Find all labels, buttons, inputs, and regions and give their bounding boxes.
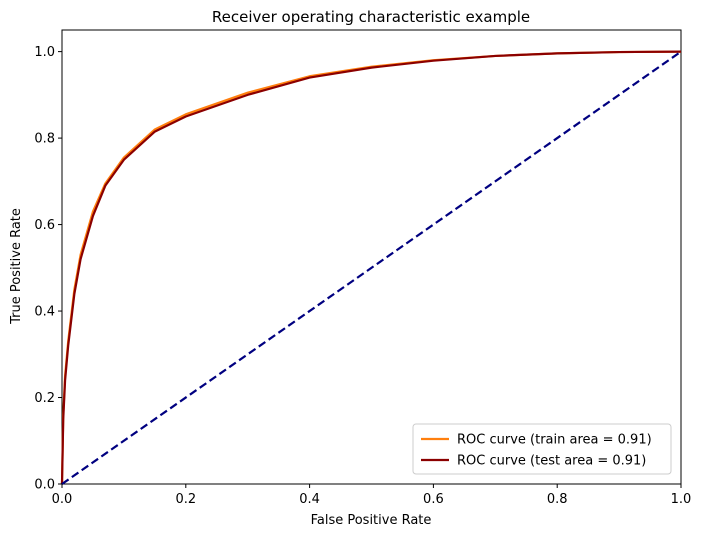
y-tick-label: 0.6 <box>34 218 55 233</box>
plot-frame <box>61 29 682 485</box>
legend-label: ROC curve (test area = 0.91) <box>457 454 646 469</box>
x-tick-label: 1.0 <box>671 492 692 507</box>
y-axis-label: True Positive Rate <box>9 208 24 325</box>
chart-title: Receiver operating characteristic exampl… <box>212 8 530 26</box>
y-tick-label: 0.4 <box>34 305 55 320</box>
series-line-2 <box>61 50 682 485</box>
x-tick-label: 0.0 <box>52 492 73 507</box>
x-tick-label: 0.8 <box>547 492 568 507</box>
x-tick-label: 0.4 <box>299 492 320 507</box>
legend: ROC curve (train area = 0.91) ROC curve (… <box>412 423 672 475</box>
legend-box <box>412 423 672 475</box>
legend-label: ROC curve (train area = 0.91) <box>457 433 652 448</box>
y-tick-label: 1.0 <box>34 45 55 60</box>
x-tick-label: 0.6 <box>423 492 444 507</box>
y-tick-label: 0.8 <box>34 132 55 147</box>
y-tick-label: 0.0 <box>34 478 55 493</box>
series-group <box>60 50 682 485</box>
plot-area <box>61 29 682 485</box>
series-line-1 <box>60 50 682 485</box>
y-tick-label: 0.2 <box>34 391 55 406</box>
ticks-group: 0.0 0.2 0.4 0.6 0.8 1.0 0.0 0.2 0.4 0.6 0.8 1.0 <box>34 45 691 507</box>
x-axis-label: False Positive Rate <box>311 513 432 528</box>
x-tick-label: 0.2 <box>175 492 196 507</box>
